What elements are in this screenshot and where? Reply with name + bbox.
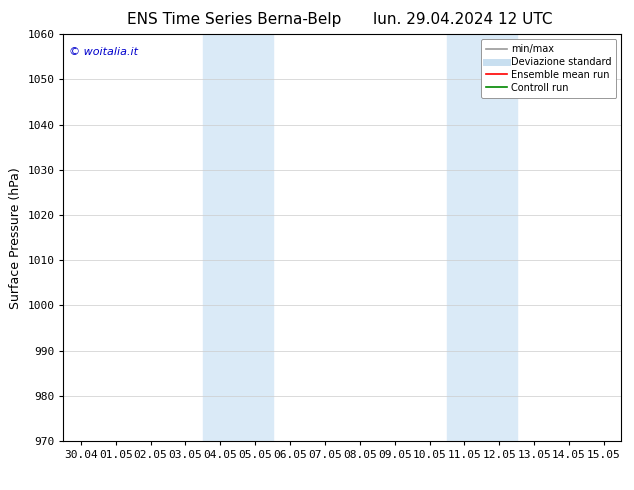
Text: lun. 29.04.2024 12 UTC: lun. 29.04.2024 12 UTC [373,12,553,27]
Bar [203,34,273,441]
Text: © woitalia.it: © woitalia.it [69,47,138,56]
Bar [447,34,517,441]
Legend: min/max, Deviazione standard, Ensemble mean run, Controll run: min/max, Deviazione standard, Ensemble m… [481,39,616,98]
Y-axis label: Surface Pressure (hPa): Surface Pressure (hPa) [9,167,22,309]
Text: ENS Time Series Berna-Belp: ENS Time Series Berna-Belp [127,12,342,27]
